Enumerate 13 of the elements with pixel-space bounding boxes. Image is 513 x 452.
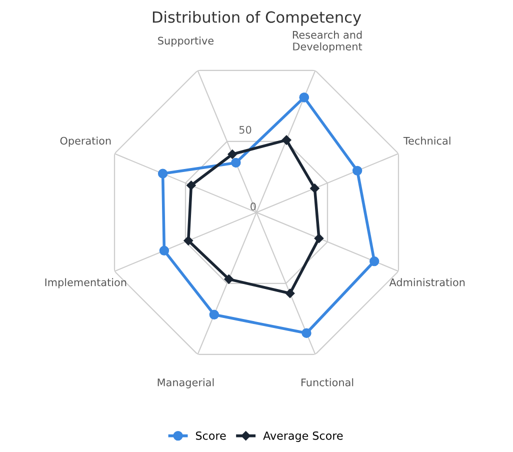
y-tick-label: 50 (239, 126, 252, 134)
chart-title: Distribution of Competency (152, 11, 362, 26)
legend-label: Score (196, 431, 226, 440)
spoke-label: Research and Development (292, 30, 362, 52)
legend-label: Average Score (263, 431, 343, 442)
spoke-label: Implementation (45, 278, 126, 288)
spoke-label: Supportive (158, 36, 214, 47)
spoke-label: Technical (403, 136, 450, 145)
y-tick-label: 0 (250, 202, 256, 210)
spoke-label: Operation (60, 136, 111, 147)
spoke-label: Administration (389, 278, 465, 286)
spoke-label: Functional (302, 378, 354, 386)
spoke-label: Managerial (158, 378, 214, 388)
